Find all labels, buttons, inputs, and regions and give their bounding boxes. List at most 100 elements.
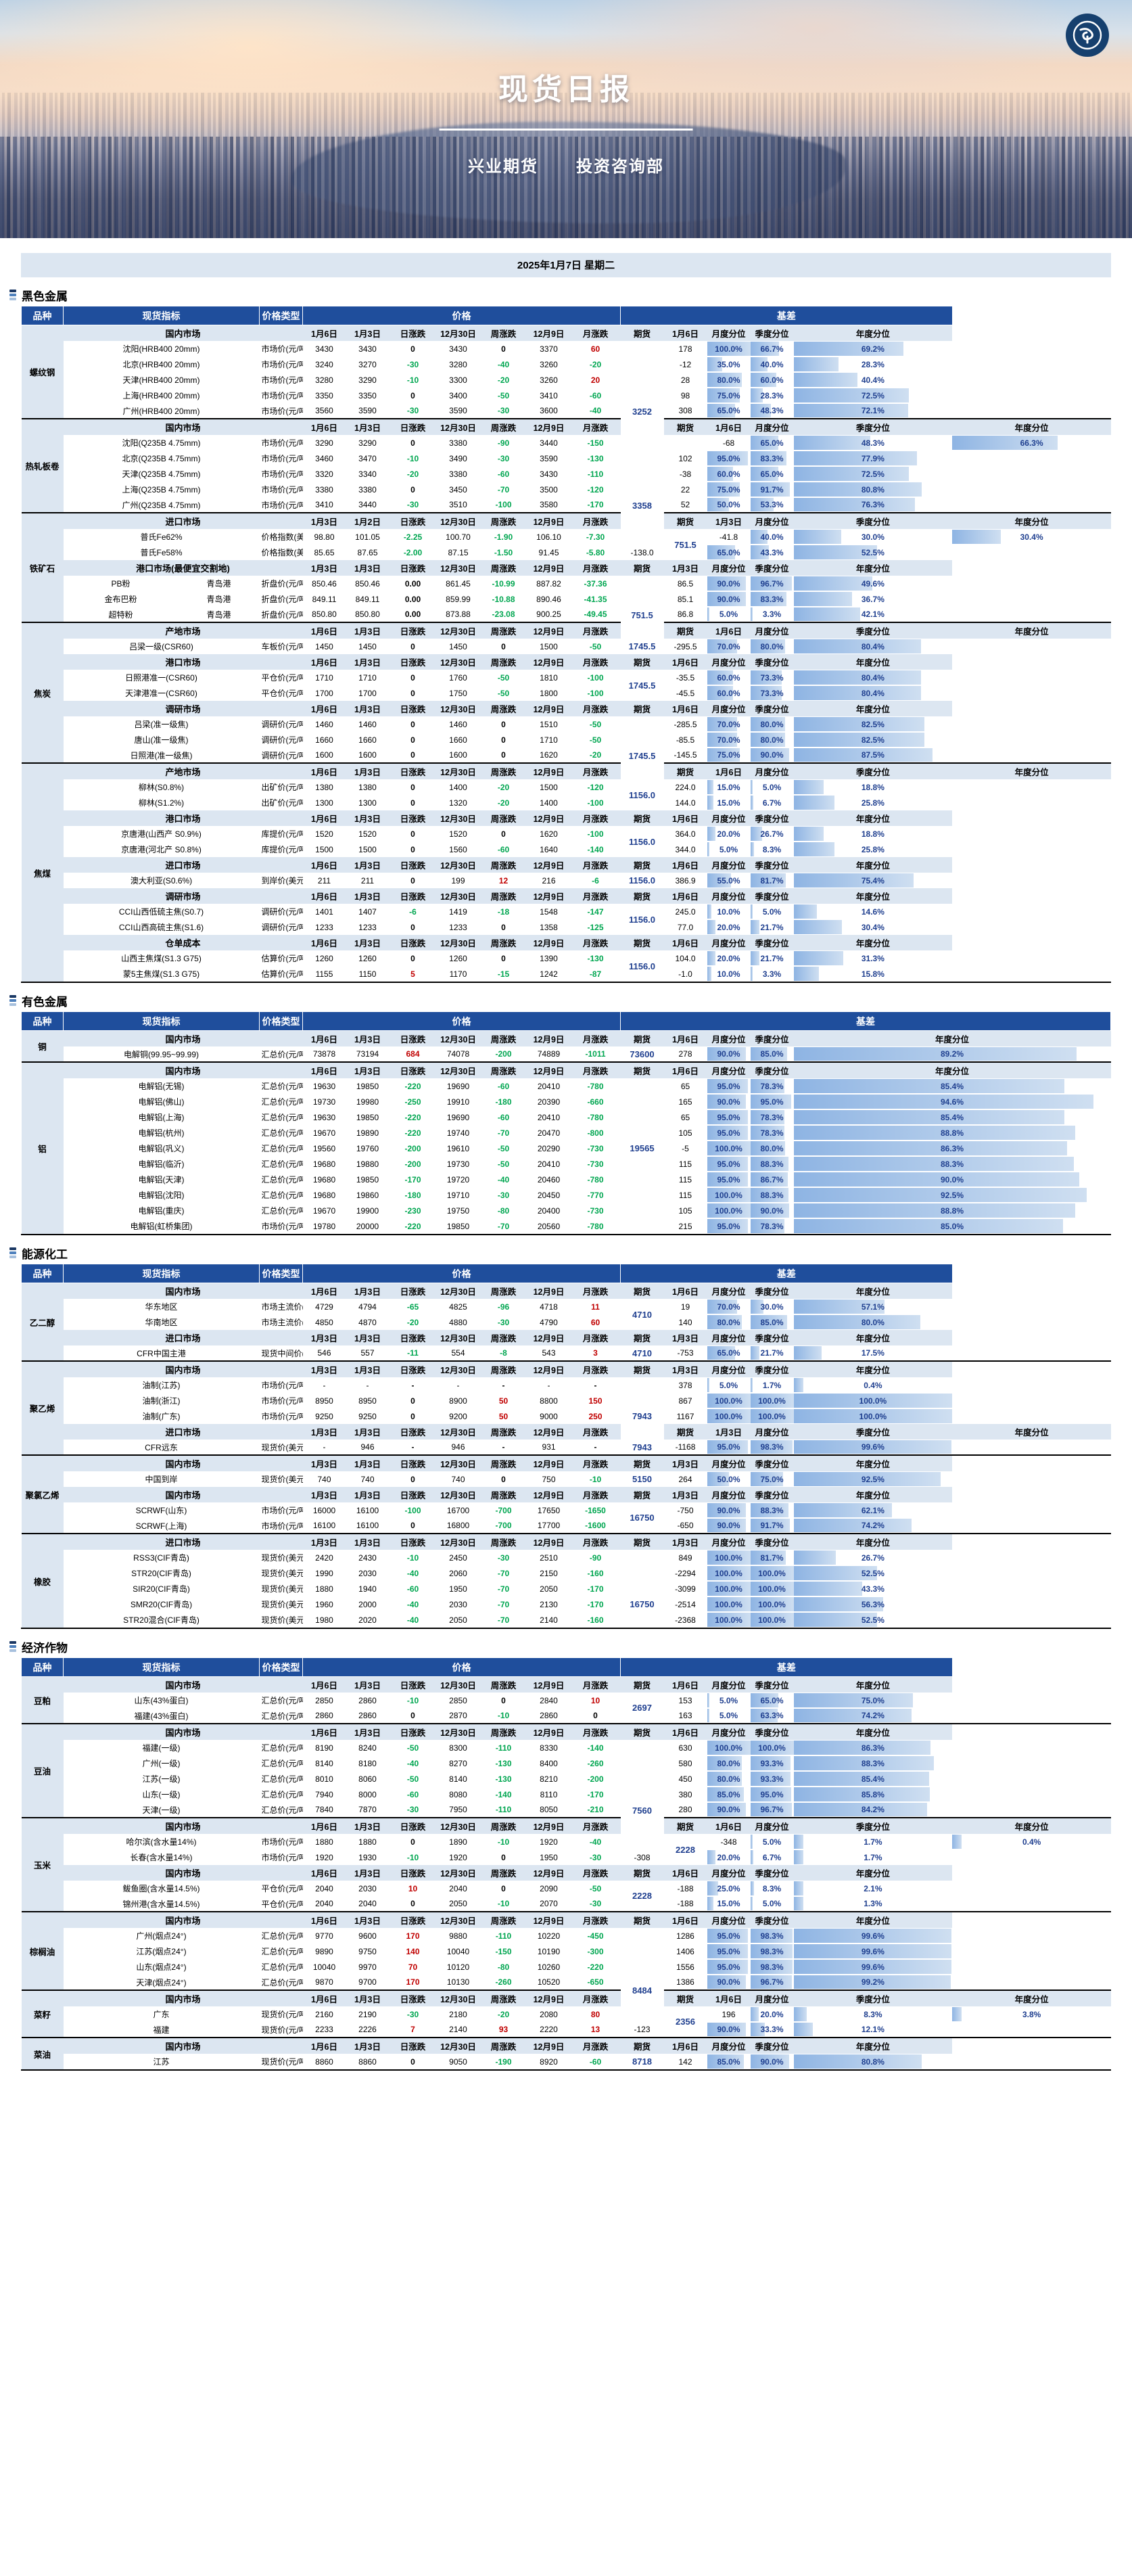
row-label: 澳大利亚(S0.6%) bbox=[63, 873, 260, 888]
futures-cell: 1156.0 bbox=[620, 873, 664, 888]
month-pct-header: 月度分位 bbox=[707, 325, 751, 341]
price-col-header: 12月30日 bbox=[436, 1283, 480, 1299]
change-cell: -780 bbox=[570, 1172, 621, 1187]
price-cell: 849.11 bbox=[346, 591, 390, 607]
row-label: 广东 bbox=[63, 2006, 260, 2022]
price-col-header: 月涨跌 bbox=[570, 560, 621, 576]
quarter-pct-cell: 43.3% bbox=[750, 545, 794, 560]
price-col-header: 1月3日 bbox=[346, 857, 390, 873]
price-cell: 9880 bbox=[436, 1928, 480, 1944]
month-pct-cell: 5.0% bbox=[707, 842, 751, 857]
change-cell: -1600 bbox=[570, 1518, 621, 1534]
price-cell: 2050 bbox=[527, 1581, 571, 1596]
basis-cell: 144.0 bbox=[663, 795, 707, 810]
basis-cell: 580 bbox=[663, 1755, 707, 1771]
price-cell: 1660 bbox=[302, 732, 346, 748]
basis-cell: 196 bbox=[707, 2006, 751, 2022]
basis-date-header: 1月6日 bbox=[663, 1865, 707, 1881]
year-pct-cell: 80.0% bbox=[793, 1314, 953, 1330]
month-pct-cell: 15.0% bbox=[707, 1896, 751, 1912]
basis-date-header: 1月3日 bbox=[707, 513, 751, 529]
price-col-header: 1月3日 bbox=[346, 419, 390, 435]
price-col-header: 月涨跌 bbox=[570, 857, 621, 873]
year-pct-cell: 1.7% bbox=[793, 1849, 953, 1865]
quarter-pct-header: 季度分位 bbox=[793, 1424, 953, 1440]
price-col-header: 日涨跌 bbox=[389, 654, 437, 670]
month-pct-cell: 20.0% bbox=[750, 2006, 794, 2022]
futures-cell-empty bbox=[620, 1172, 664, 1187]
futures-col-header: 期货 bbox=[620, 1330, 664, 1346]
change-cell: -2.25 bbox=[389, 529, 437, 545]
change-cell: -170 bbox=[570, 1787, 621, 1802]
price-cell: 9770 bbox=[302, 1928, 346, 1944]
table-row: 山东(43%蛋白)汇总价(元/吨)28502860-10285002840102… bbox=[22, 1693, 1112, 1724]
year-pct-cell: 74.2% bbox=[793, 1708, 953, 1724]
change-cell: -50 bbox=[389, 1740, 437, 1755]
price-type-cell: 平仓价(元/吨) bbox=[259, 670, 303, 685]
variety-cell: 铝 bbox=[21, 1061, 64, 1234]
row-label: 蒙5主焦煤(S1.3 G75) bbox=[63, 966, 260, 982]
price-cell: 2860 bbox=[302, 1708, 346, 1724]
quarter-pct-header: 季度分位 bbox=[750, 1330, 794, 1346]
year-pct-cell: 82.5% bbox=[793, 716, 953, 732]
price-cell: - bbox=[346, 1377, 390, 1393]
col-spot-index: 现货指标 bbox=[63, 1011, 260, 1031]
price-cell: 16100 bbox=[346, 1502, 390, 1518]
price-col-header: 月涨跌 bbox=[570, 654, 621, 670]
price-cell: 19710 bbox=[436, 1187, 480, 1203]
quarter-pct-cell: 66.7% bbox=[750, 341, 794, 356]
futures-cell-empty bbox=[620, 1187, 664, 1203]
change-cell: -100 bbox=[389, 1502, 437, 1518]
basis-date-header: 1月6日 bbox=[707, 419, 751, 435]
price-cell: 1450 bbox=[346, 639, 390, 654]
table-header-row: 品种 现货指标 价格类型 价格 基差 bbox=[21, 306, 1112, 325]
section-table-3: 品种 现货指标 价格类型 价格 基差 乙二醇 国内市场 1月6日 1月3日 日涨跌 12月30日 周涨… bbox=[21, 1264, 1111, 1628]
row-label: 京唐港(山西产 S0.9%) bbox=[63, 826, 260, 842]
price-type-cell: 市场价(元/吨) bbox=[259, 482, 303, 497]
price-cell: 17700 bbox=[527, 1518, 571, 1534]
row-label: 沈阳(Q235B 4.75mm) bbox=[63, 435, 260, 451]
price-col-header: 日涨跌 bbox=[389, 1424, 437, 1440]
basis-cell: -2294 bbox=[663, 1565, 707, 1581]
year-pct-cell: 69.2% bbox=[793, 341, 953, 356]
price-type-cell: 市场价(元/吨) bbox=[259, 1834, 303, 1849]
price-cell: 2080 bbox=[527, 2006, 571, 2022]
price-col-header: 1月3日 bbox=[302, 513, 346, 529]
change-cell: -60 bbox=[479, 842, 527, 857]
price-cell: 3270 bbox=[346, 356, 390, 372]
change-cell: -100 bbox=[570, 670, 621, 685]
table-row: 油制(广东)市场价(元/吨)92509250092005090002501167… bbox=[22, 1408, 1112, 1424]
table-row: 电解铝(无锡)汇总价(元/吨)1963019850-22019690-60204… bbox=[22, 1078, 1111, 1094]
price-cell: 1450 bbox=[436, 639, 480, 654]
variety-cell: 焦煤 bbox=[21, 762, 64, 982]
price-cell: 3430 bbox=[527, 466, 571, 482]
row-label: 电解铝(重庆) bbox=[63, 1203, 260, 1218]
price-cell: 1930 bbox=[346, 1849, 390, 1865]
year-pct-cell: 88.3% bbox=[793, 1156, 1111, 1172]
futures-cell-empty bbox=[620, 1755, 664, 1771]
futures-col-header: 期货 bbox=[663, 763, 707, 779]
year-pct-cell: 77.9% bbox=[793, 451, 953, 466]
price-col-header: 12月30日 bbox=[436, 513, 480, 529]
price-cell: 3470 bbox=[346, 451, 390, 466]
price-col-header: 12月30日 bbox=[436, 1487, 480, 1502]
change-cell: -10 bbox=[389, 451, 437, 466]
futures-col-header: 期货 bbox=[620, 2038, 664, 2054]
row-label: SCRWF(山东) bbox=[63, 1502, 260, 1518]
year-pct-cell: 92.5% bbox=[793, 1187, 1111, 1203]
change-cell: -80 bbox=[479, 1203, 527, 1218]
change-cell: -780 bbox=[570, 1078, 621, 1094]
price-col-header: 1月3日 bbox=[346, 560, 390, 576]
price-cell: 1890 bbox=[436, 1834, 480, 1849]
price-cell: 1320 bbox=[436, 795, 480, 810]
futures-col-header: 期货 bbox=[620, 857, 664, 873]
month-pct-cell: 95.0% bbox=[707, 451, 751, 466]
table-row: 广州(烟点24°)汇总价(元/吨)977096001709880-1101022… bbox=[22, 1928, 1112, 1944]
futures-col-header: 期货 bbox=[620, 654, 664, 670]
quarter-pct-cell: 1.7% bbox=[793, 1834, 953, 1849]
basis-cell: 386.9 bbox=[663, 873, 707, 888]
table-row: 电解铜(99.95~99.99)汇总价(元/吨)7387873194684740… bbox=[22, 1046, 1111, 1062]
month-pct-cell: 100.0% bbox=[707, 1740, 751, 1755]
price-cell: 10040 bbox=[436, 1944, 480, 1959]
price-cell: 8110 bbox=[527, 1787, 571, 1802]
